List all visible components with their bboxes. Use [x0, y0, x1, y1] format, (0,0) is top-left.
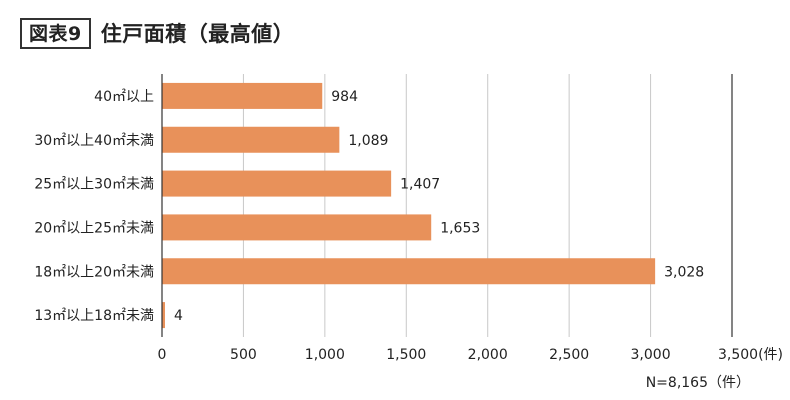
figure-number-badge: 図表9 — [20, 18, 91, 49]
x-tick-label-1: 500 — [230, 347, 257, 363]
bar-1 — [162, 126, 340, 153]
sample-size-note: N=8,165（件） — [645, 375, 750, 391]
x-tick-label-5: 2,500 — [549, 347, 589, 363]
x-tick-label-3: 1,500 — [386, 347, 426, 363]
category-label-2: 25㎡以上30㎡未満 — [34, 177, 154, 193]
value-label-4: 3,028 — [664, 264, 704, 280]
category-label-5: 13㎡以上18㎡未満 — [34, 308, 154, 324]
bar-3 — [162, 214, 432, 241]
x-tick-label-0: 0 — [158, 347, 167, 363]
x-tick-label-2: 1,000 — [305, 347, 345, 363]
value-label-2: 1,407 — [400, 177, 440, 193]
value-label-1: 1,089 — [348, 133, 388, 149]
value-label-3: 1,653 — [440, 220, 480, 236]
category-label-1: 30㎡以上40㎡未満 — [34, 133, 154, 149]
value-label-0: 984 — [331, 89, 358, 105]
x-tick-label-7: 3,500(件) — [718, 347, 783, 363]
category-label-4: 18㎡以上20㎡未満 — [34, 264, 154, 280]
category-label-3: 20㎡以上25㎡未満 — [34, 220, 154, 236]
bar-5 — [162, 302, 165, 329]
category-label-0: 40㎡以上 — [94, 89, 154, 105]
chart-header: 図表9 住戸面積（最高値） — [20, 18, 294, 49]
x-tick-label-4: 2,000 — [468, 347, 508, 363]
x-tick-label-6: 3,000 — [631, 347, 671, 363]
bar-0 — [162, 82, 323, 109]
bar-4 — [162, 258, 656, 285]
bar-2 — [162, 170, 392, 197]
chart-title: 住戸面積（最高値） — [100, 21, 295, 46]
value-label-5: 4 — [174, 308, 183, 324]
